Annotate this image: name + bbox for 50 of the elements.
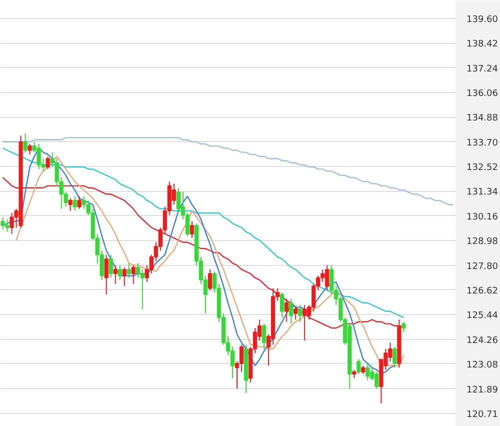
candlestick [23,133,28,153]
y-tick-label: 132.52 [466,163,498,174]
candlestick [208,268,212,291]
y-tick-label: 136.06 [466,89,498,100]
candlestick [262,323,266,350]
candlestick [230,346,235,379]
y-tick-label: 123.08 [466,360,498,370]
candlestick [113,264,118,285]
candlestick [239,344,244,372]
y-tick-label: 125.44 [466,311,498,322]
candlestick [46,156,50,170]
candlestick [294,306,298,320]
candlestick [392,346,397,368]
candlestick [190,220,194,239]
candlestick [366,363,370,381]
candlestick [284,298,289,322]
candlestick [104,254,108,296]
candlestick [28,143,32,155]
candlestick [118,264,122,280]
y-tick-label: 127.80 [466,262,498,272]
line-series [2,137,454,206]
candlestick [140,268,144,310]
candlestick [356,358,361,375]
candlestick [402,321,406,333]
candlestick [126,262,131,278]
line-series [2,148,404,318]
candlestick [131,264,136,285]
y-tick-label: 130.16 [466,212,498,222]
y-tick-label: 134.88 [466,114,498,124]
y-tick-label: 138.42 [466,40,498,50]
y-tick-label: 133.70 [466,138,498,148]
y-tick-label: 137.24 [466,64,498,74]
y-tick-label: 120.71 [466,410,498,420]
candlestick [288,298,294,324]
candlestick [302,304,307,342]
y-tick-label: 126.62 [466,286,498,296]
candlestick [77,196,82,210]
candlestick [108,254,113,278]
y-tick-label: 128.98 [466,237,498,248]
candlestick [72,196,77,212]
y-tick-label: 121.89 [466,385,498,396]
candlestick [176,187,181,214]
y-tick-label: 139.60 [466,14,498,25]
candlestick [68,198,72,212]
candlestick [280,292,284,318]
y-tick-label: 124.26 [466,336,498,346]
candlestick [330,264,334,296]
y-tick-label: 131.34 [466,188,498,198]
candlestick [122,266,126,287]
candlestick [298,304,302,322]
